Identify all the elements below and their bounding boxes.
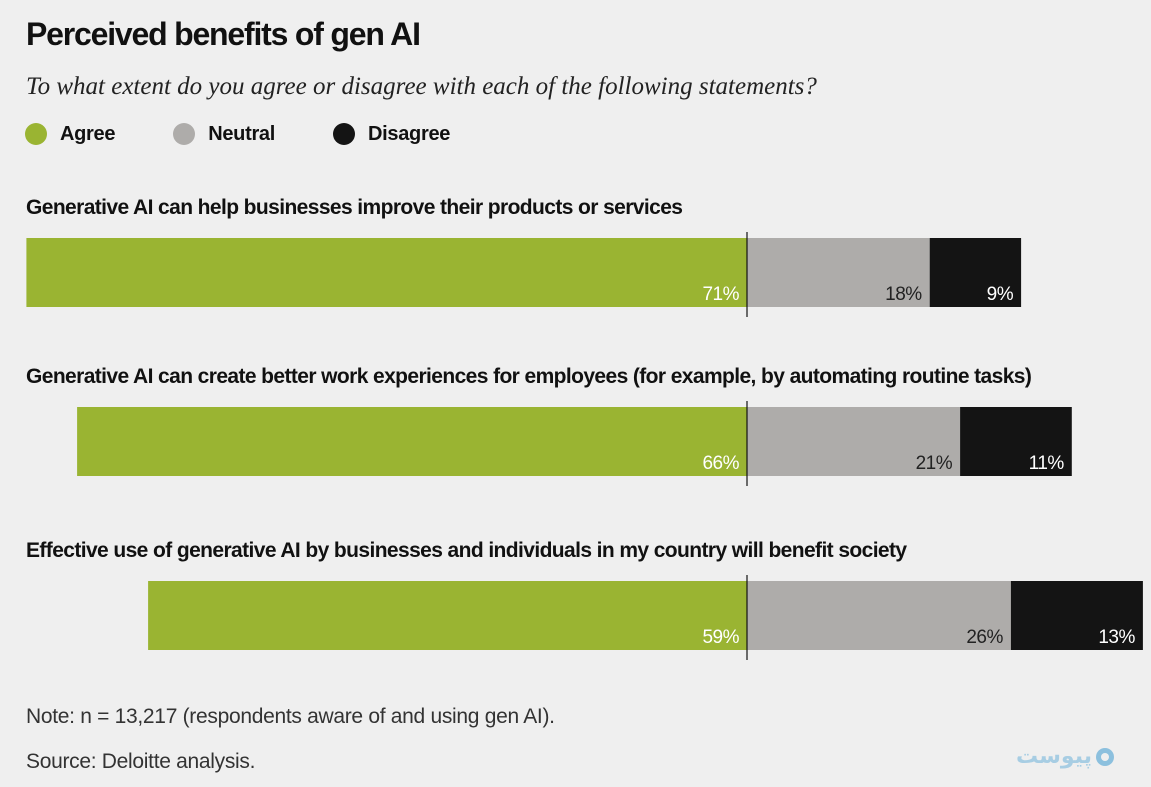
question-label-2: Generative AI can create better work exp… [26,365,1032,388]
data-label-neutral-2: 21% [916,453,953,474]
legend-item-disagree: Disagree [333,123,450,146]
legend-item-agree: Agree [25,122,116,146]
bar-agree-3 [148,581,748,650]
bar-agree-2 [77,407,748,476]
bar-agree-1 [26,238,747,307]
legend: Agree Neutral Disagree [25,121,508,147]
watermark-circle-icon [1095,747,1114,766]
legend-swatch-disagree [333,123,356,145]
bar-disagree-3 [1010,581,1143,650]
data-label-agree-2: 66% [702,453,739,474]
watermark-text: پیوست [1016,744,1092,769]
bar-neutral-2 [747,407,961,476]
legend-swatch-neutral [173,123,196,145]
legend-label-neutral: Neutral [208,122,276,145]
data-label-disagree-1: 9% [987,284,1014,305]
question-label-3: Effective use of generative AI by busine… [26,539,907,562]
question-label-1: Generative AI can help businesses improv… [26,196,683,219]
data-label-agree-1: 71% [702,284,739,305]
data-label-disagree-3: 13% [1098,627,1135,648]
bar-neutral-1 [747,238,930,307]
bar-neutral-3 [747,581,1011,650]
chart-title: Perceived benefits of gen AI [26,16,421,52]
note-text: Note: n = 13,217 (respondents aware of a… [26,705,555,728]
bar-disagree-1 [929,238,1022,307]
chart-subtitle: To what extent do you agree or disagree … [26,73,817,100]
data-label-agree-3: 59% [702,627,739,648]
bar-disagree-2 [960,407,1072,476]
legend-item-neutral: Neutral [173,123,275,146]
legend-label-agree: Agree [60,122,116,145]
data-label-neutral-1: 18% [885,284,922,305]
source-text: Source: Deloitte analysis. [26,750,256,773]
data-label-disagree-2: 11% [1029,453,1065,474]
legend-label-disagree: Disagree [368,122,451,145]
watermark-logo: پیوست [1016,744,1114,769]
legend-swatch-agree [25,123,47,145]
data-label-neutral-3: 26% [966,627,1003,648]
